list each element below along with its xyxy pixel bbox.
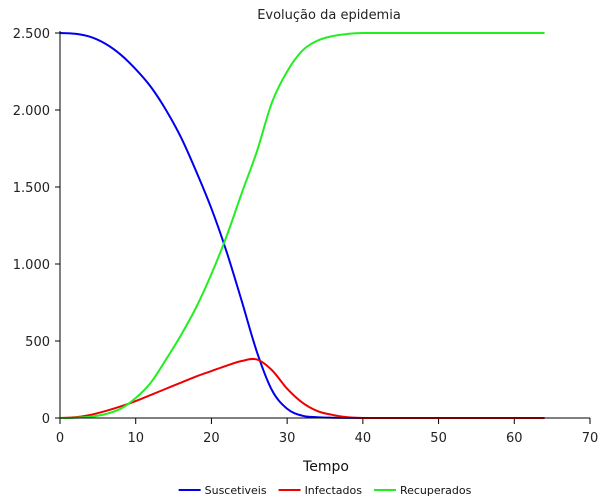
x-tick-label: 50	[430, 431, 447, 446]
legend-label-infectados: Infectados	[305, 484, 363, 497]
y-tick-label: 2.500	[13, 27, 50, 42]
legend-label-suscetiveis: Suscetiveis	[205, 484, 267, 497]
x-tick-label: 20	[203, 431, 220, 446]
x-tick-label: 40	[355, 431, 372, 446]
axes	[59, 31, 590, 419]
series-layer	[59, 31, 545, 420]
x-tick-label: 60	[506, 431, 523, 446]
x-tick-label: 30	[279, 431, 296, 446]
y-tick-label: 500	[25, 335, 50, 350]
x-tick-label: 70	[582, 431, 599, 446]
series-line-suscetiveis	[59, 32, 545, 420]
chart-title: Evolução da epidemia	[257, 8, 401, 23]
y-axis-ticks: 0 500 1.000 1.500 2.000 2.500	[13, 27, 60, 427]
y-tick-label: 1.500	[13, 181, 50, 196]
series-line-infectados	[59, 357, 545, 420]
y-tick-label: 1.000	[13, 258, 50, 273]
legend-label-recuperados: Recuperados	[400, 484, 472, 497]
x-axis-ticks: 0 10 20 30 40 50 60 70	[56, 418, 598, 446]
y-tick-label: 2.000	[13, 104, 50, 119]
legend: Suscetiveis Infectados Recuperados	[178, 484, 472, 497]
series-line-recuperados	[59, 31, 545, 419]
x-tick-label: 0	[56, 431, 64, 446]
x-tick-label: 10	[127, 431, 144, 446]
y-tick-label: 0	[42, 412, 50, 427]
x-axis-title: Tempo	[302, 459, 349, 475]
